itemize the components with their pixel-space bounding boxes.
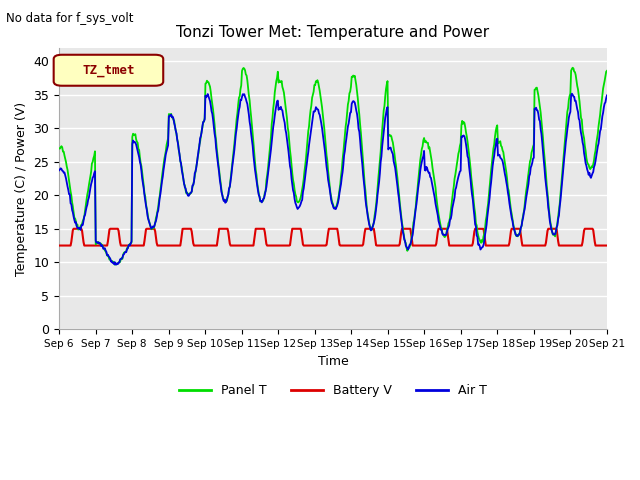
Text: No data for f_sys_volt: No data for f_sys_volt — [6, 12, 134, 25]
Title: Tonzi Tower Met: Temperature and Power: Tonzi Tower Met: Temperature and Power — [177, 24, 490, 39]
Y-axis label: Temperature (C) / Power (V): Temperature (C) / Power (V) — [15, 101, 28, 276]
X-axis label: Time: Time — [317, 355, 348, 368]
Legend: Panel T, Battery V, Air T: Panel T, Battery V, Air T — [175, 379, 492, 402]
FancyBboxPatch shape — [54, 55, 163, 86]
Text: TZ_tmet: TZ_tmet — [82, 64, 134, 77]
